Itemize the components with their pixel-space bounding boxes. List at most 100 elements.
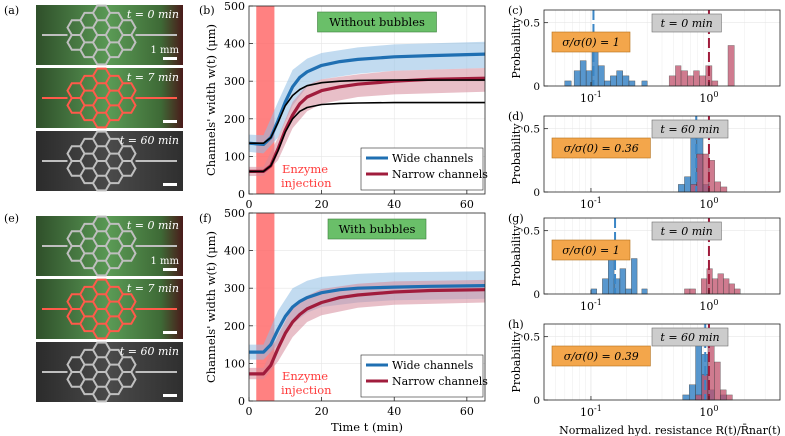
- enzyme-label-line2: injection: [281, 176, 332, 190]
- enzyme-label-b: Enzyme injection: [281, 162, 332, 190]
- hexagonal-network: [66, 130, 137, 192]
- y-axis-label: Probability: [510, 17, 523, 79]
- x-tick-label: 60: [460, 405, 474, 418]
- histogram-bar-wide: [610, 75, 617, 87]
- time-label: t = 60 min: [660, 331, 719, 344]
- axes-frame: [543, 217, 781, 295]
- enzyme-label-line1: Enzyme: [282, 369, 328, 383]
- axes-frame: [248, 212, 486, 402]
- y-tick-label: 200: [224, 320, 245, 333]
- legend-label-wide: Wide channels: [392, 152, 474, 165]
- histogram-bar-wide: [631, 258, 638, 295]
- histogram-bar-wide: [682, 394, 690, 401]
- series-line-narrow: [249, 288, 486, 376]
- histogram-bar-narrow: [680, 70, 688, 87]
- x-tick-label: 0: [246, 198, 253, 211]
- x-tick-label: 10-1: [580, 196, 602, 211]
- y-tick-label: 0.5: [523, 332, 540, 344]
- scale-bar-label: 1 mm: [150, 45, 179, 56]
- histogram-bar-narrow: [728, 283, 735, 295]
- sigma-label: σ/σ(0) = 1: [562, 36, 620, 49]
- axes-frame: [543, 115, 781, 193]
- micrograph-time-label: t = 60 min: [120, 134, 179, 147]
- micrograph-a-0: t = 0 min 1 mm: [36, 4, 183, 66]
- y-tick-label: 300: [224, 75, 245, 88]
- histogram-bar-narrow: [687, 75, 694, 87]
- y-axis-label: Probability: [510, 225, 523, 287]
- time-label-box: [651, 221, 722, 241]
- axes-frame: [543, 323, 781, 401]
- sigma-label-box: [551, 31, 631, 53]
- micrograph-a-2: t = 60 min: [36, 130, 183, 192]
- x-axis-label: Normalized hyd. resistance R(t)/R̄nar(t): [559, 424, 781, 436]
- y-tick-label: 0.5: [523, 226, 540, 238]
- micrograph-a-1: t = 7 min: [36, 67, 183, 129]
- histogram-bar-narrow: [693, 70, 700, 87]
- model-line-narrow: [249, 101, 485, 173]
- y-tick-label: 500: [224, 207, 245, 220]
- scale-bar: [163, 57, 177, 60]
- histogram-c: 0 0.5 10-1 100 t = 0 min σ/σ(0) = 1 Probabilit…: [510, 9, 781, 105]
- histogram-bar-wide: [678, 184, 685, 193]
- micrograph-column-e: t = 0 min 1 mm t = 7 min t = 60 min: [36, 215, 183, 403]
- y-tick-label: 0: [533, 289, 540, 301]
- x-tick-label: 10-1: [580, 404, 602, 419]
- histogram-bar-wide: [622, 75, 630, 87]
- histogram-bar-narrow: [675, 65, 682, 87]
- histogram-bar-wide: [602, 278, 609, 295]
- x-tick-label: 100: [699, 298, 718, 313]
- micrograph-time-label: t = 0 min: [127, 219, 179, 232]
- axes-frame: [248, 5, 486, 195]
- y-tick-label: 0: [533, 187, 540, 199]
- chart-title: With bubbles: [339, 222, 416, 236]
- histogram-bar-wide: [641, 80, 648, 87]
- y-axis-label: Channels' width w(t) (μm): [204, 24, 218, 176]
- histogram-g: 0 0.5 10-1 100 t = 0 min σ/σ(0) = 1 Probabilit…: [510, 217, 781, 313]
- histogram-bar-wide: [579, 60, 587, 87]
- histogram-bar-wide: [604, 80, 611, 87]
- x-tick-label: 40: [387, 198, 401, 211]
- spread-band-narrow: [249, 279, 485, 380]
- legend-box: [360, 354, 484, 398]
- x-tick-label: 100: [699, 404, 718, 419]
- panel-label-f: (f): [199, 212, 212, 225]
- x-tick-label: 10-1: [580, 298, 602, 313]
- sigma-label: σ/σ(0) = 0.36: [564, 142, 639, 155]
- scale-bar: [163, 394, 177, 397]
- histogram-bar-narrow: [720, 186, 728, 193]
- micrograph-e-0: t = 0 min 1 mm: [36, 215, 183, 277]
- y-tick-label: 0.5: [523, 18, 540, 30]
- histogram-bar-wide: [628, 80, 636, 87]
- histogram-bar-narrow: [701, 278, 708, 295]
- histogram-bar-narrow: [723, 278, 730, 295]
- hexagonal-network: [66, 278, 137, 340]
- chart-title: Without bubbles: [329, 15, 425, 29]
- sigma-label-box: [551, 137, 651, 159]
- panel-label-b: (b): [199, 4, 215, 17]
- histogram-bar-wide: [616, 70, 623, 87]
- histogram-bar-wide: [625, 288, 632, 295]
- histogram-bar-narrow: [734, 288, 741, 295]
- chart-title-box: [317, 11, 437, 33]
- y-tick-label: 200: [224, 113, 245, 126]
- micrograph-column-a: t = 0 min 1 mm t = 7 min t = 60 min: [36, 4, 183, 192]
- histogram-bar-wide: [695, 344, 703, 401]
- micrograph-time-label: t = 60 min: [120, 345, 179, 358]
- histogram-bar-narrow: [699, 75, 706, 87]
- enzyme-label-f: Enzyme injection: [281, 369, 332, 397]
- y-tick-label: 0: [238, 395, 245, 408]
- y-tick-label: 100: [224, 357, 245, 370]
- hexagonal-network: [66, 341, 137, 403]
- histogram-bar-narrow: [668, 75, 676, 87]
- time-label-box: [651, 13, 722, 33]
- micrograph-time-label: t = 7 min: [127, 71, 179, 84]
- time-label-box: [651, 327, 729, 347]
- axes-frame: [543, 9, 781, 87]
- histogram-bar-narrow: [714, 361, 721, 401]
- micrograph-e-1: t = 7 min: [36, 278, 183, 340]
- histogram-bar-narrow: [696, 153, 704, 193]
- histogram-bar-narrow: [727, 45, 735, 87]
- panel-label-h: (h): [508, 318, 524, 331]
- y-axis-label: Probability: [510, 331, 523, 393]
- x-tick-label: 20: [315, 405, 329, 418]
